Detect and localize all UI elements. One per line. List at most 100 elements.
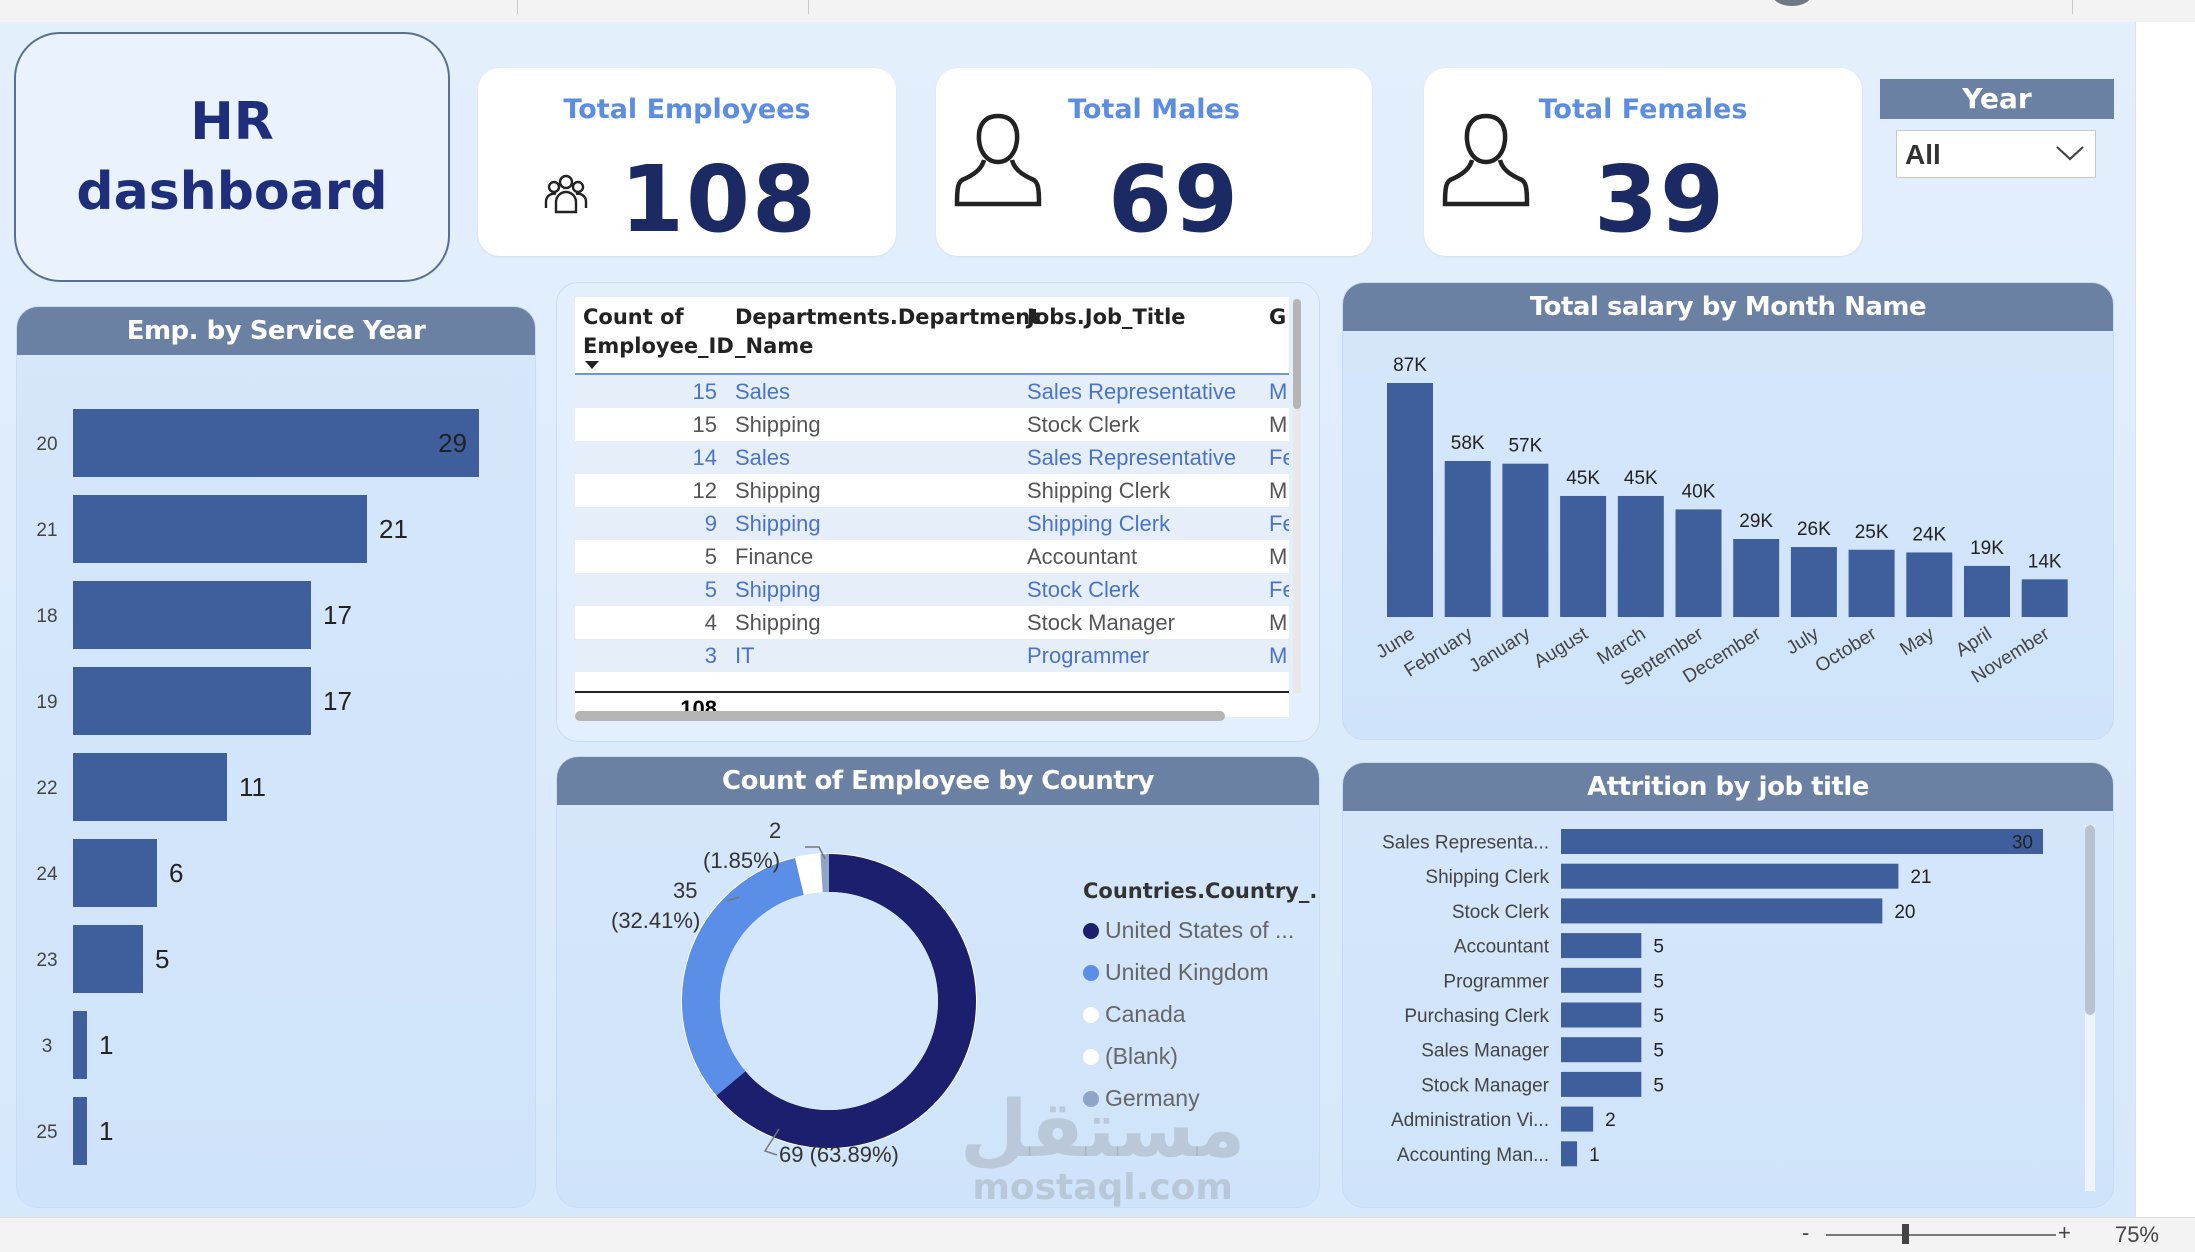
country-legend-item[interactable]: Canada bbox=[1083, 1001, 1186, 1028]
country-legend-item[interactable]: (Blank) bbox=[1083, 1043, 1178, 1070]
zoom-out-button[interactable]: - bbox=[1802, 1220, 1809, 1246]
salary-data-label: 87K bbox=[1393, 355, 1427, 376]
table-row[interactable]: 12 Shipping Shipping Clerk M bbox=[575, 474, 1289, 507]
kpi-value: 69 bbox=[1108, 146, 1240, 253]
cell-job-title: Stock Clerk bbox=[1027, 573, 1139, 606]
attrition-data-label: 5 bbox=[1653, 1041, 1664, 1062]
kpi-total-employees[interactable]: Total Employees 108 bbox=[478, 68, 896, 256]
person-icon bbox=[1442, 108, 1530, 210]
avatar-icon[interactable] bbox=[1772, 0, 1812, 6]
cell-job-title: Sales Representative bbox=[1027, 441, 1236, 474]
legend-dot-icon bbox=[1083, 965, 1099, 981]
cell-job-title: Shipping Clerk bbox=[1027, 474, 1170, 507]
cell-gender: M bbox=[1269, 408, 1287, 441]
attrition-vscroll-track bbox=[2085, 825, 2095, 1191]
service-year-data-label: 11 bbox=[239, 772, 266, 802]
year-slicer-label: Year bbox=[1880, 79, 2114, 119]
cell-department: IT bbox=[735, 639, 755, 672]
sort-desc-icon bbox=[585, 361, 599, 369]
service-year-bar bbox=[73, 495, 367, 563]
salary-tick-label: October bbox=[1812, 623, 1881, 677]
salary-data-label: 29K bbox=[1739, 511, 1773, 532]
col-count-header[interactable]: Count of Employee_ID bbox=[583, 303, 734, 361]
table-vscroll-thumb[interactable] bbox=[1293, 299, 1301, 409]
top-strip bbox=[0, 0, 2195, 22]
service-year-bar bbox=[73, 839, 157, 907]
salary-bar bbox=[1733, 539, 1779, 617]
zoom-slider-track[interactable] bbox=[1826, 1234, 2056, 1236]
cell-department: Shipping bbox=[735, 474, 821, 507]
page-title: HR dashboard bbox=[76, 87, 387, 227]
watermark-arabic: مستقل bbox=[960, 1090, 1245, 1170]
col-gender-header[interactable]: G bbox=[1269, 303, 1286, 332]
legend-dot-icon bbox=[1083, 1049, 1099, 1065]
donut-label-united-kingdom-count: 35 bbox=[673, 878, 697, 903]
kpi-value: 39 bbox=[1594, 146, 1726, 253]
attrition-bar bbox=[1561, 968, 1641, 993]
cell-gender: Fe bbox=[1269, 507, 1289, 540]
service-year-data-label: 29 bbox=[438, 428, 467, 458]
zoom-level[interactable]: 75% bbox=[2115, 1222, 2159, 1248]
col-department-header[interactable]: Departments.Department _Name bbox=[735, 303, 1040, 361]
cell-department: Shipping bbox=[735, 606, 821, 639]
year-slicer-dropdown[interactable]: All bbox=[1896, 130, 2096, 178]
attrition-bar bbox=[1561, 864, 1898, 889]
service-year-tick-label: 19 bbox=[36, 692, 57, 713]
kpi-total-males[interactable]: Total Males 69 bbox=[936, 68, 1372, 256]
attrition-data-label: 5 bbox=[1653, 937, 1664, 958]
attrition-data-label: 5 bbox=[1653, 1075, 1664, 1096]
service-year-bar bbox=[73, 667, 311, 735]
service-year-tick-label: 3 bbox=[42, 1036, 53, 1057]
cell-department: Sales bbox=[735, 375, 790, 408]
service-year-tick-label: 22 bbox=[36, 778, 57, 799]
attrition-tick-label: Sales Representa... bbox=[1382, 833, 1549, 854]
cell-gender: M bbox=[1269, 375, 1287, 408]
watermark: مستقل mostaql.com bbox=[960, 1090, 1245, 1206]
country-legend-item[interactable]: United States of ... bbox=[1083, 917, 1294, 944]
year-slicer-value: All bbox=[1905, 139, 1941, 171]
donut-hole bbox=[720, 892, 938, 1110]
attrition-tick-label: Administration Vi... bbox=[1391, 1110, 1549, 1131]
salary-chart: 87KJune58KFebruary57KJanuary45KAugust45K… bbox=[1343, 331, 2113, 737]
cell-job-title: Programmer bbox=[1027, 639, 1149, 672]
cell-gender: M bbox=[1269, 540, 1287, 573]
donut-label-canada-count: 2 bbox=[769, 818, 781, 843]
table-hscroll-thumb[interactable] bbox=[575, 711, 1225, 721]
service-year-tick-label: 23 bbox=[36, 950, 57, 971]
cell-count: 12 bbox=[693, 474, 717, 507]
zoom-in-button[interactable]: + bbox=[2058, 1220, 2071, 1246]
cell-department: Shipping bbox=[735, 573, 821, 606]
salary-bar bbox=[1387, 383, 1433, 617]
cell-count: 4 bbox=[705, 606, 717, 639]
salary-data-label: 25K bbox=[1855, 522, 1889, 543]
cell-gender: Fe bbox=[1269, 441, 1289, 474]
cell-job-title: Stock Manager bbox=[1027, 606, 1175, 639]
salary-bar bbox=[1906, 552, 1952, 617]
cell-gender: Fe bbox=[1269, 573, 1289, 606]
service-year-data-label: 21 bbox=[379, 514, 408, 544]
attrition-tick-label: Stock Clerk bbox=[1452, 902, 1550, 923]
cell-job-title: Accountant bbox=[1027, 540, 1137, 573]
service-year-title: Emp. by Service Year bbox=[17, 307, 535, 355]
country-legend-item[interactable]: United Kingdom bbox=[1083, 959, 1269, 986]
salary-data-label: 45K bbox=[1566, 468, 1600, 489]
attrition-vscroll-thumb[interactable] bbox=[2085, 825, 2095, 1015]
cell-gender: M bbox=[1269, 474, 1287, 507]
zoom-slider-thumb[interactable] bbox=[1902, 1224, 1909, 1244]
kpi-total-females[interactable]: Total Females 39 bbox=[1424, 68, 1862, 256]
service-year-data-label: 17 bbox=[323, 600, 352, 630]
attrition-tick-label: Shipping Clerk bbox=[1425, 867, 1549, 888]
col-job-title-header[interactable]: Jobs.Job_Title bbox=[1027, 303, 1186, 332]
salary-bar bbox=[2022, 579, 2068, 617]
